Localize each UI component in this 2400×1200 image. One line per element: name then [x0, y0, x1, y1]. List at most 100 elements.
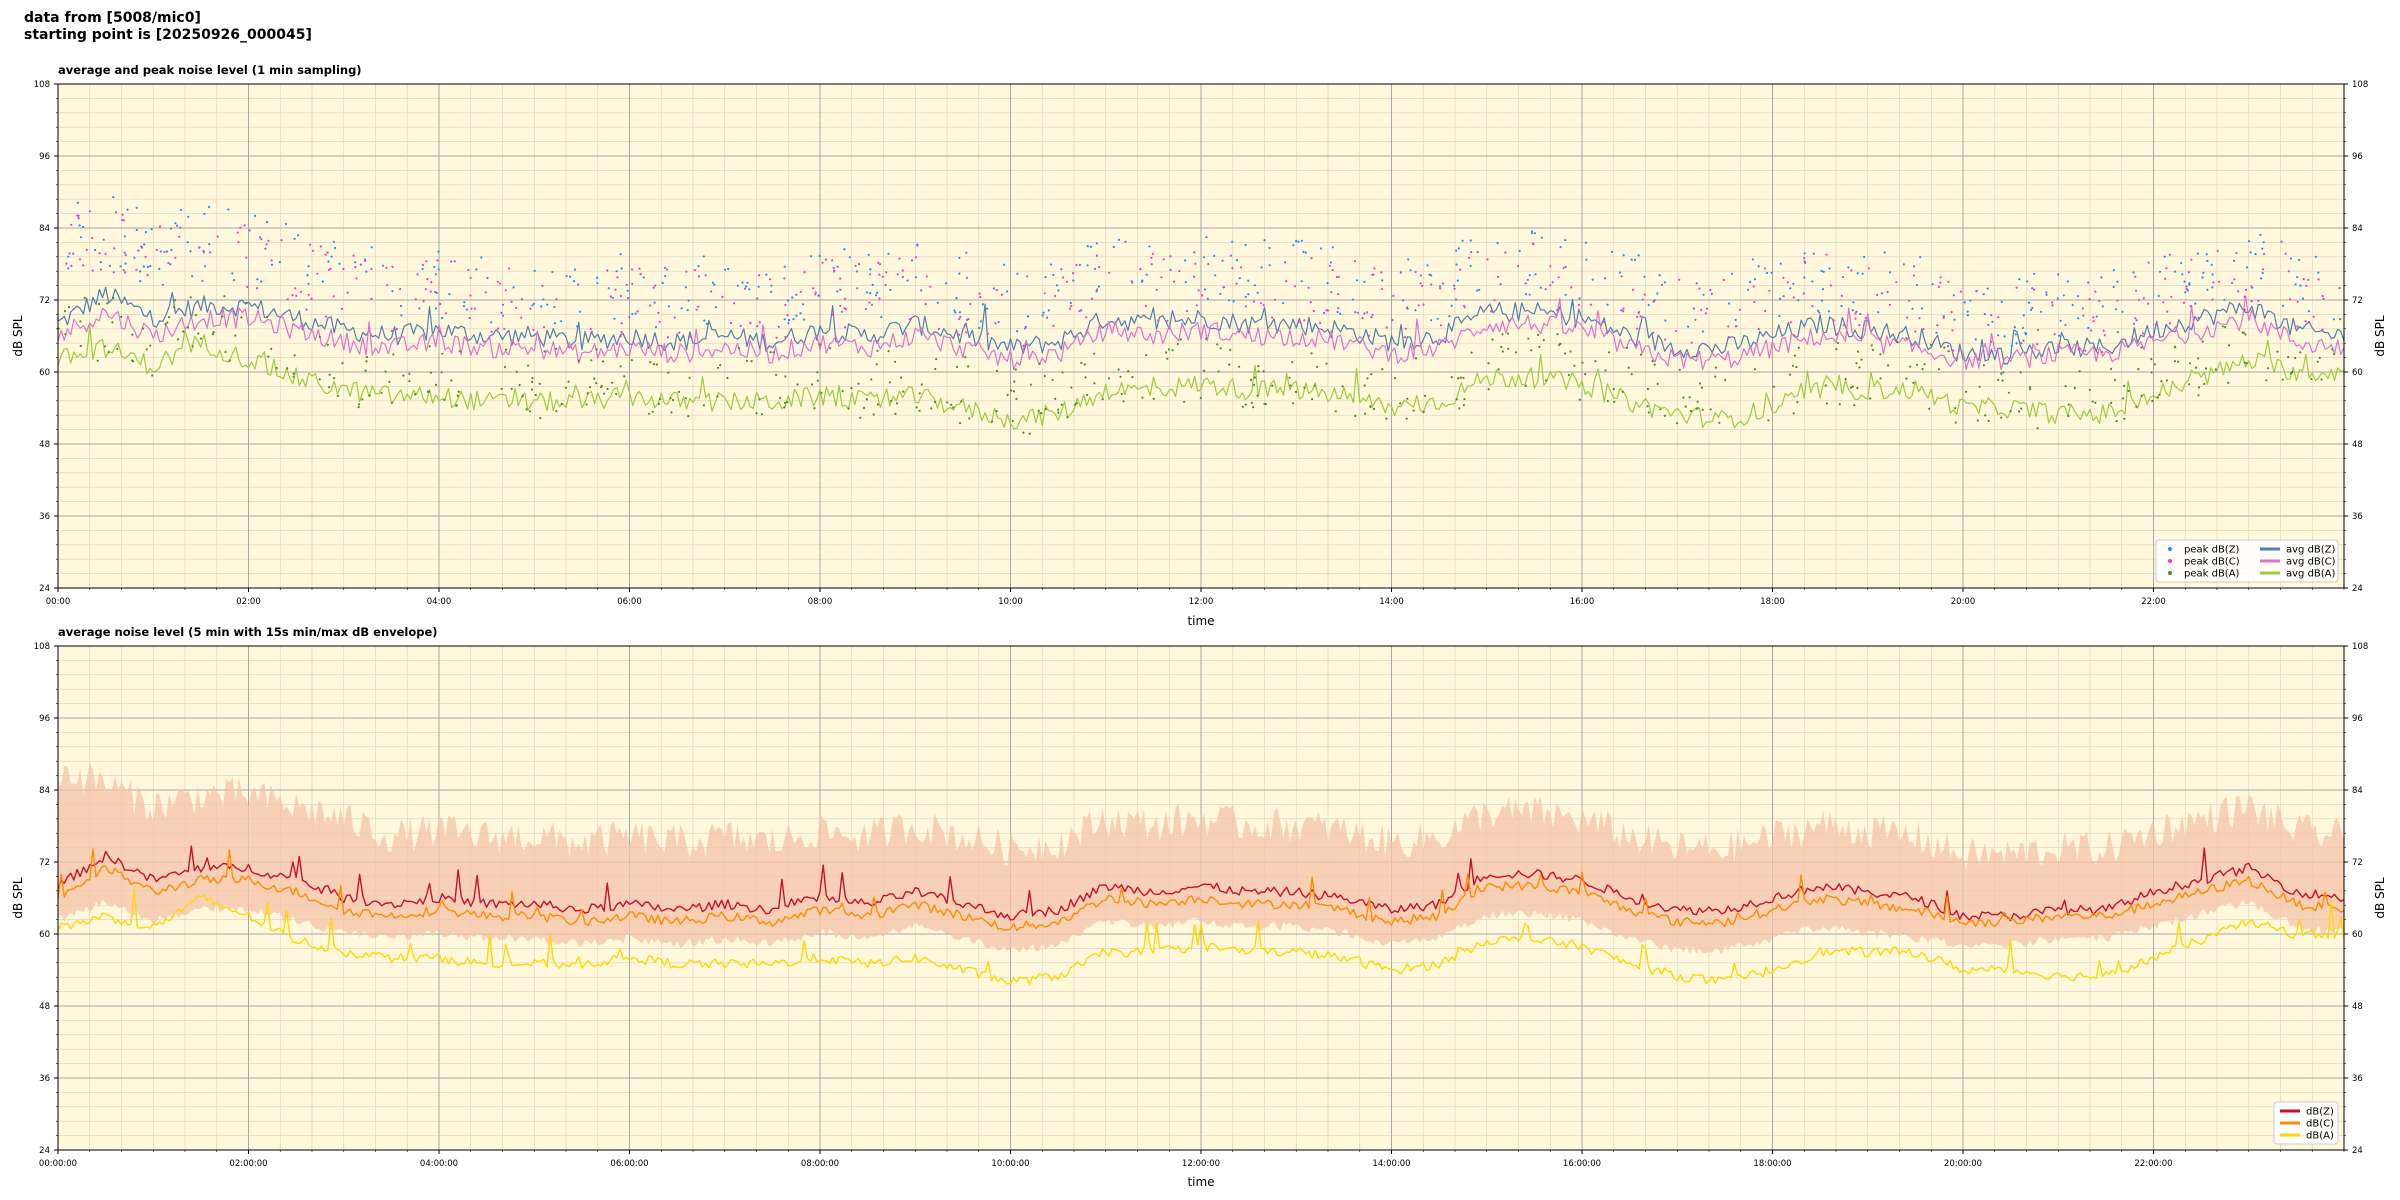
peak-point [1145, 273, 1148, 276]
peak-point [772, 351, 775, 354]
peak-point [280, 239, 283, 242]
peak-point [370, 297, 373, 300]
peak-point [2201, 276, 2204, 279]
peak-point [2249, 251, 2252, 254]
peak-point [82, 264, 85, 267]
peak-point [518, 383, 521, 387]
peak-point [729, 321, 733, 325]
peak-point [434, 290, 437, 294]
peak-point [769, 351, 772, 354]
peak-point [1909, 365, 1912, 368]
peak-point [433, 265, 436, 268]
peak-point [952, 406, 955, 409]
peak-point [1026, 275, 1029, 278]
peak-point [1835, 348, 1838, 351]
peak-point [1353, 260, 1356, 263]
y-axis-label-right: dB SPL [2373, 877, 2387, 919]
peak-point [330, 255, 333, 258]
peak-point [1516, 264, 1520, 268]
peak-point [1385, 417, 1388, 420]
legend-label: peak dB(Z) [2184, 545, 2240, 556]
peak-point [2247, 240, 2251, 243]
peak-point [1476, 251, 1479, 254]
peak-point [1705, 307, 1709, 310]
y-axis-label-left: dB SPL [11, 877, 25, 919]
peak-point [595, 348, 598, 351]
peak-point [673, 316, 676, 319]
peak-point [1089, 245, 1092, 248]
peak-point [1549, 265, 1552, 268]
peak-point [1504, 251, 1507, 254]
peak-point [841, 390, 844, 393]
peak-point [796, 383, 799, 386]
peak-point [1827, 310, 1831, 313]
peak-point [2296, 276, 2299, 279]
peak-point [1920, 307, 1924, 310]
peak-point [1997, 316, 2000, 319]
peak-point [965, 251, 968, 254]
peak-point [1796, 401, 1799, 404]
peak-point [1544, 379, 1548, 382]
peak-point [1533, 232, 1536, 235]
peak-point [1556, 333, 1559, 336]
legend-label: dB(C) [2306, 1119, 2334, 1130]
peak-point [149, 265, 152, 268]
peak-point [79, 320, 82, 323]
peak-point [803, 271, 806, 274]
peak-point [2333, 353, 2336, 356]
peak-point [620, 267, 623, 270]
peak-point [2088, 298, 2091, 301]
peak-point [994, 322, 997, 325]
peak-point [862, 406, 866, 410]
peak-point [2027, 301, 2031, 304]
peak-point [1544, 288, 1547, 291]
peak-point [2197, 316, 2200, 319]
peak-point [757, 285, 760, 288]
peak-point [72, 252, 75, 255]
peak-point [1197, 289, 1200, 292]
peak-point [1231, 267, 1234, 270]
peak-point [658, 320, 661, 323]
peak-point [236, 231, 239, 234]
peak-point [258, 236, 261, 239]
peak-point [254, 214, 257, 217]
peak-point [1718, 421, 1721, 424]
peak-point [1585, 258, 1588, 261]
peak-point [1152, 397, 1155, 400]
peak-point [135, 228, 138, 232]
peak-point [1735, 325, 1738, 328]
peak-point [1363, 312, 1366, 315]
peak-point [1906, 316, 1909, 319]
peak-point [131, 333, 134, 336]
peak-point [2233, 278, 2236, 281]
peak-point [65, 262, 68, 265]
peak-point [2142, 297, 2145, 300]
peak-point [1749, 280, 1752, 284]
peak-point [2235, 251, 2238, 255]
peak-point [743, 287, 747, 290]
peak-point [340, 307, 344, 310]
peak-point [1905, 337, 1908, 340]
peak-point [784, 303, 787, 306]
peak-point [750, 360, 753, 363]
peak-point [1974, 338, 1977, 341]
peak-point [539, 416, 542, 420]
peak-point [1864, 317, 1867, 320]
peak-point [866, 291, 869, 294]
peak-point [1148, 245, 1151, 248]
peak-point [2194, 302, 2197, 305]
peak-point [787, 322, 790, 325]
peak-point [1656, 382, 1659, 385]
peak-point [1952, 349, 1955, 352]
peak-point [1112, 245, 1115, 249]
x-tick-label: 04:00 [427, 597, 452, 607]
peak-point [1407, 258, 1410, 261]
peak-point [756, 325, 759, 328]
figure-header: data from [5008/mic0] starting point is … [24, 10, 312, 44]
peak-point [1370, 316, 1373, 319]
peak-point [227, 208, 230, 211]
series-peakdbz [67, 196, 2341, 347]
peak-point [2223, 298, 2226, 301]
peak-point [1486, 258, 1489, 261]
peak-point [361, 398, 364, 401]
